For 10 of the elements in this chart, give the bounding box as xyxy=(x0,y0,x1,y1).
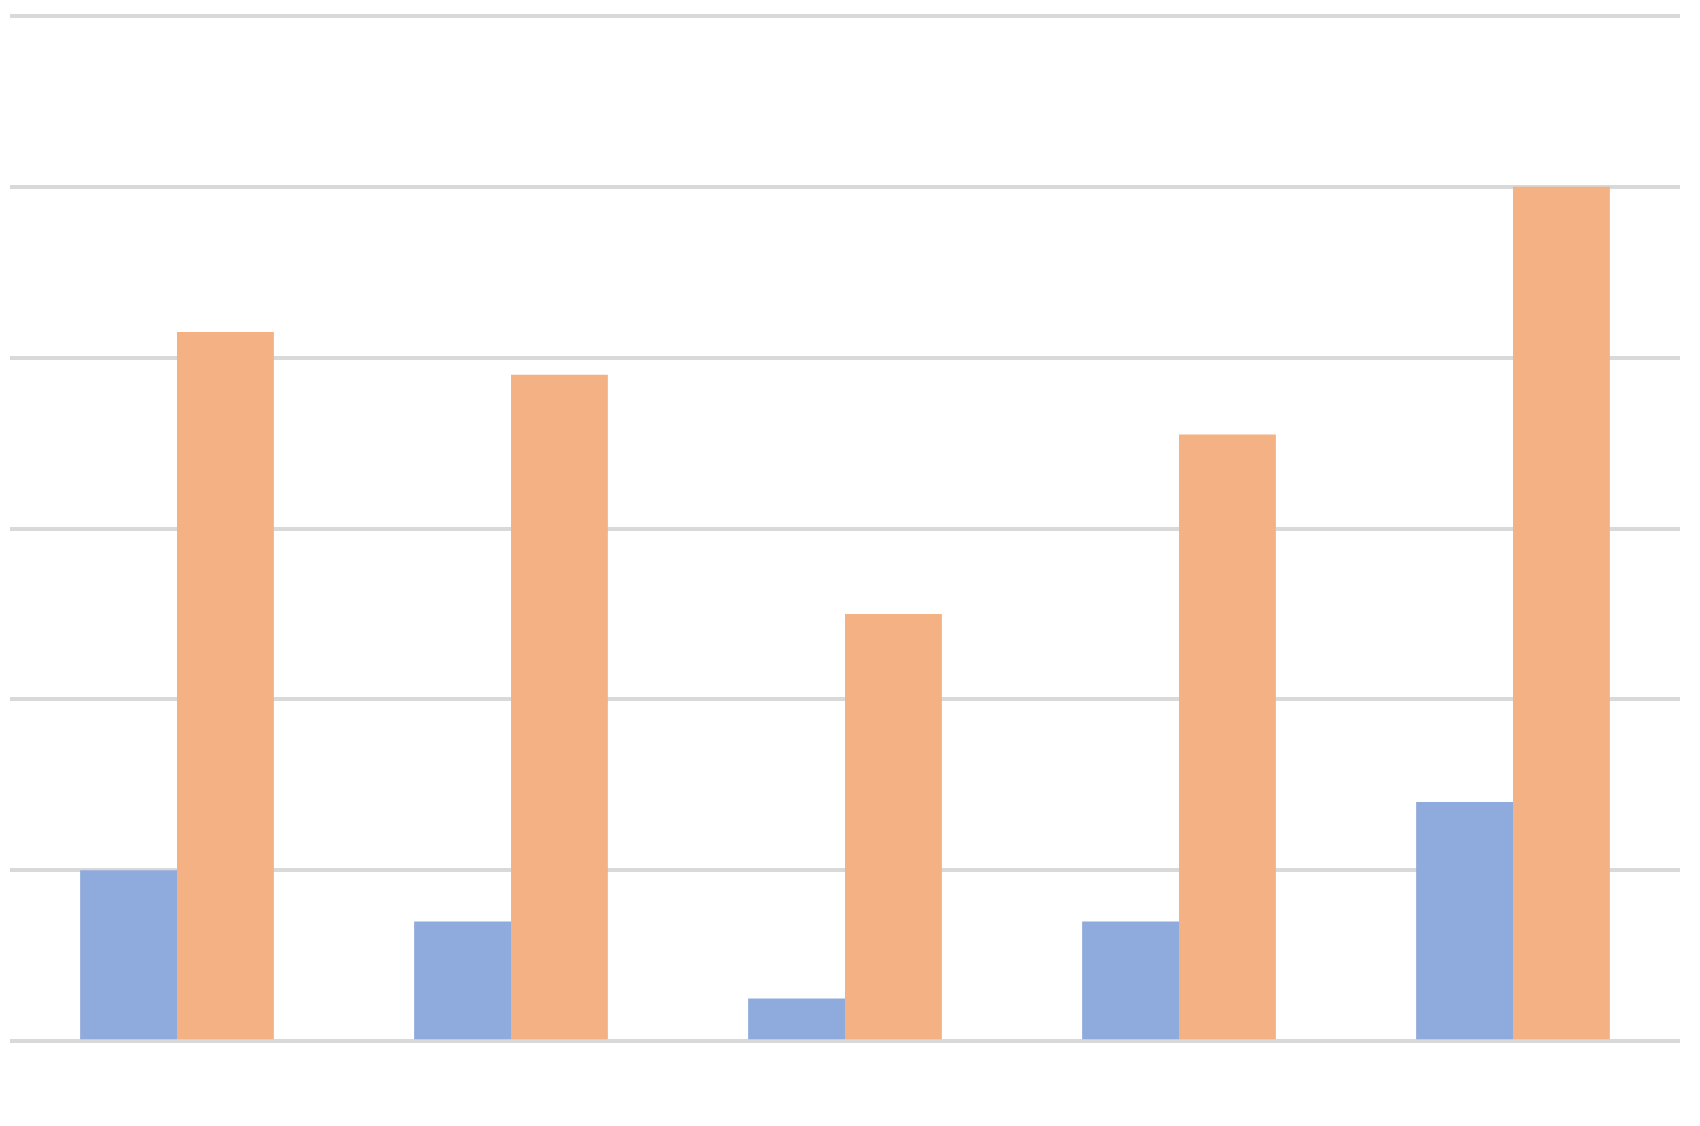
bar xyxy=(511,374,608,1040)
bar xyxy=(1179,434,1276,1040)
bar xyxy=(177,332,274,1040)
bar xyxy=(845,614,942,1040)
bar xyxy=(80,870,177,1040)
bar xyxy=(1416,801,1513,1040)
bar xyxy=(1513,186,1610,1040)
bar xyxy=(1082,921,1179,1040)
bar xyxy=(414,921,511,1040)
bar xyxy=(748,998,845,1040)
